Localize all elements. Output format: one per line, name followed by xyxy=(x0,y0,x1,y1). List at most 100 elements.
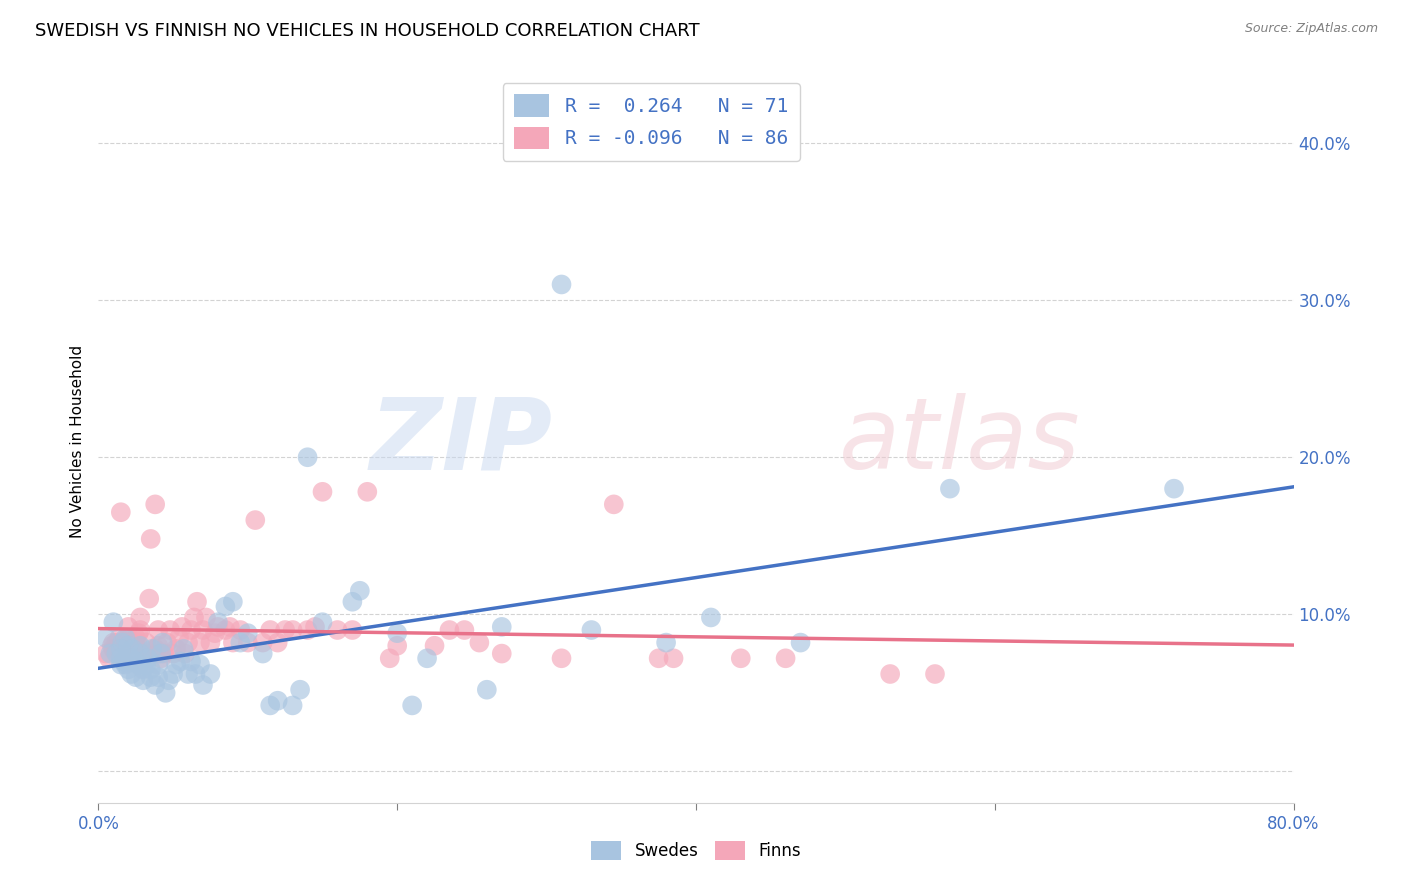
Point xyxy=(114,657,136,672)
Point xyxy=(173,641,195,656)
Point xyxy=(342,595,364,609)
Point xyxy=(177,667,200,681)
Point xyxy=(129,639,152,653)
Point xyxy=(730,651,752,665)
Point xyxy=(581,623,603,637)
Point xyxy=(148,657,170,672)
Point xyxy=(219,620,242,634)
Point xyxy=(423,639,446,653)
Point xyxy=(110,641,132,656)
Legend: Swedes, Finns: Swedes, Finns xyxy=(585,834,807,867)
Point xyxy=(165,657,187,672)
Point xyxy=(125,639,148,653)
Point xyxy=(128,657,150,672)
Point xyxy=(172,620,194,634)
Point xyxy=(311,484,333,499)
Point xyxy=(267,635,290,649)
Point xyxy=(117,662,139,676)
Point xyxy=(385,639,409,653)
Point xyxy=(101,639,124,653)
Point xyxy=(129,647,152,661)
Point xyxy=(129,623,152,637)
Point xyxy=(259,623,281,637)
Point xyxy=(191,678,214,692)
Text: atlas: atlas xyxy=(839,393,1081,490)
Point xyxy=(132,662,155,676)
Point xyxy=(117,647,139,661)
Point xyxy=(288,682,311,697)
Point xyxy=(148,623,170,637)
Point xyxy=(214,599,236,614)
Point xyxy=(120,635,142,649)
Point xyxy=(110,651,132,665)
Point xyxy=(281,623,304,637)
Point xyxy=(155,686,177,700)
Point xyxy=(274,623,297,637)
Point xyxy=(129,610,152,624)
Point xyxy=(153,647,176,661)
Point xyxy=(150,647,173,661)
Point xyxy=(120,667,142,681)
Point xyxy=(103,615,125,630)
Point xyxy=(186,595,208,609)
Point xyxy=(491,620,513,634)
Point xyxy=(207,620,229,634)
Point xyxy=(401,698,423,713)
Point xyxy=(879,667,901,681)
Point xyxy=(132,673,155,688)
Point xyxy=(110,651,132,665)
Point xyxy=(297,623,319,637)
Point xyxy=(148,670,170,684)
Point xyxy=(200,667,222,681)
Point xyxy=(156,635,179,649)
Point xyxy=(114,647,136,661)
Point xyxy=(97,651,120,665)
Point xyxy=(647,651,669,665)
Point xyxy=(191,623,214,637)
Point xyxy=(789,635,811,649)
Point xyxy=(152,635,174,649)
Point xyxy=(127,635,149,649)
Point xyxy=(128,626,150,640)
Point xyxy=(177,635,200,649)
Point xyxy=(94,631,117,645)
Point xyxy=(105,641,128,656)
Point xyxy=(550,651,572,665)
Point xyxy=(138,591,160,606)
Point xyxy=(468,635,491,649)
Point xyxy=(655,635,678,649)
Point xyxy=(236,635,259,649)
Text: SWEDISH VS FINNISH NO VEHICLES IN HOUSEHOLD CORRELATION CHART: SWEDISH VS FINNISH NO VEHICLES IN HOUSEH… xyxy=(35,22,700,40)
Point xyxy=(117,620,139,634)
Point xyxy=(150,651,173,665)
Point xyxy=(385,626,409,640)
Point xyxy=(162,667,184,681)
Point xyxy=(132,647,155,661)
Point xyxy=(229,635,252,649)
Point xyxy=(236,626,259,640)
Point xyxy=(124,641,146,656)
Point xyxy=(174,647,197,661)
Point xyxy=(125,670,148,684)
Point xyxy=(603,497,626,511)
Point xyxy=(180,655,202,669)
Point xyxy=(188,635,211,649)
Point xyxy=(188,657,211,672)
Point xyxy=(143,497,166,511)
Point xyxy=(114,631,136,645)
Point xyxy=(259,698,281,713)
Point xyxy=(148,647,170,661)
Point xyxy=(183,610,205,624)
Point xyxy=(139,670,162,684)
Point xyxy=(157,673,180,688)
Point xyxy=(159,623,181,637)
Point xyxy=(252,647,274,661)
Text: Source: ZipAtlas.com: Source: ZipAtlas.com xyxy=(1244,22,1378,36)
Point xyxy=(103,641,125,656)
Point xyxy=(700,610,723,624)
Point xyxy=(378,651,401,665)
Point xyxy=(475,682,498,697)
Point xyxy=(1163,482,1185,496)
Point xyxy=(222,635,245,649)
Point xyxy=(304,620,326,634)
